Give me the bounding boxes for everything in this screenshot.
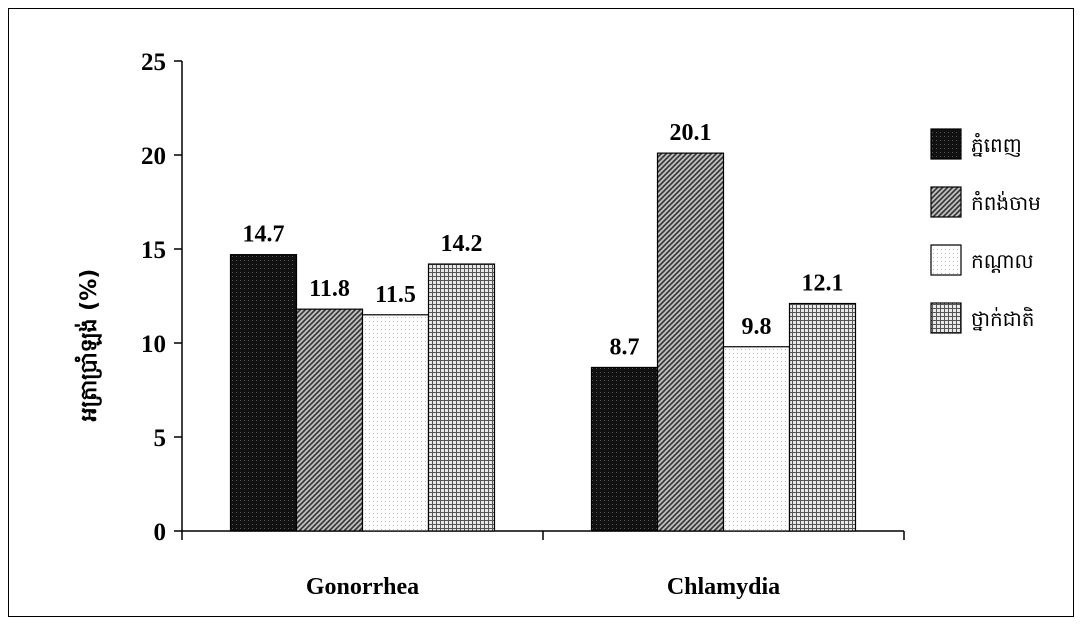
bar-value-label: 9.8 [742,314,772,340]
bar-value-label: 12.1 [802,271,844,297]
legend-swatch [930,244,962,276]
bar [788,302,857,532]
x-tick-label: Chlamydia [667,574,780,600]
bar-value-label: 11.5 [375,282,416,308]
legend-label: ភ្នំពេញ [971,132,1022,157]
bar [361,314,430,532]
bar-value-label: 14.2 [441,231,483,257]
y-tick-label: 20 [141,143,166,170]
axes: 0 5 10 15 20 25 Gonorrhea Chlamydia [141,49,905,600]
x-tick-label: Gonorrhea [306,574,419,600]
y-axis-label: អត្រាប្រាំឡង់ (%) [74,269,102,422]
legend-label: កណ្ដាល [971,249,1034,273]
legend-label: កំពង់ចាម [971,190,1041,215]
bar-value-label: 8.7 [610,334,640,360]
bar-value-label: 20.1 [670,120,712,146]
bars [229,152,857,532]
legend-label: ថ្នាក់ជាតិ [971,306,1034,331]
bar-value-label: 11.8 [309,276,350,302]
bar [229,254,298,532]
bar-value-label: 14.7 [243,222,285,248]
bar [722,346,791,532]
y-tick-label: 25 [141,49,166,76]
legend-swatch [930,302,962,334]
legend: ភ្នំពេញកំពង់ចាមកណ្ដាលថ្នាក់ជាតិ [930,128,1041,334]
bar [295,308,364,532]
bar [427,263,496,532]
chart-frame [8,8,1074,617]
y-tick-label: 5 [154,425,167,452]
legend-swatch [930,186,962,218]
bar [590,366,659,532]
legend-swatch [930,128,962,160]
y-tick-label: 15 [141,237,166,264]
y-tick-label: 10 [141,331,166,358]
bar [656,152,725,532]
y-tick-label: 0 [154,519,167,546]
value-labels: 14.7 11.8 11.5 14.2 8.7 20.1 9.8 12.1 [243,120,844,360]
